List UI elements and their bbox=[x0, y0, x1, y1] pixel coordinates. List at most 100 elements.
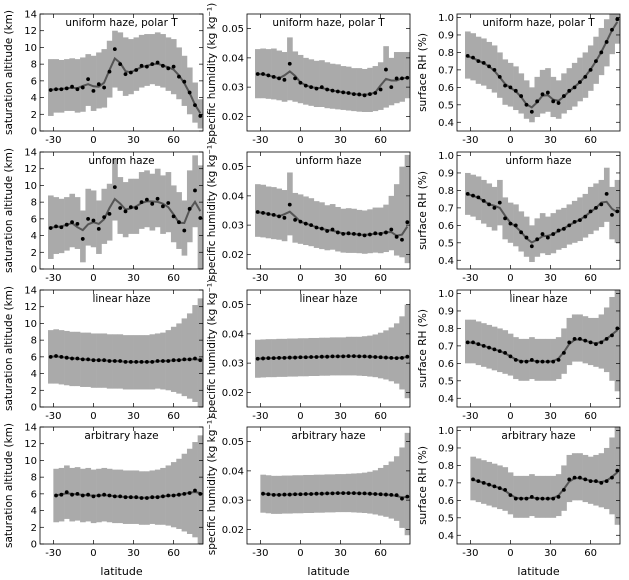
axes-frame bbox=[39, 151, 204, 270]
spread-bar bbox=[603, 447, 610, 510]
y-tick-label: 12 bbox=[24, 26, 37, 37]
y-tick-label: 0.9 bbox=[438, 306, 454, 317]
data-point bbox=[70, 492, 74, 497]
x-tick-label: 0 bbox=[297, 548, 303, 559]
data-point bbox=[277, 492, 281, 497]
data-point bbox=[287, 61, 292, 66]
data-point bbox=[177, 74, 181, 79]
data-point bbox=[492, 205, 497, 210]
data-point bbox=[155, 359, 160, 363]
x-tick-label: 0 bbox=[507, 548, 513, 559]
data-point bbox=[487, 345, 491, 350]
axes-frame bbox=[456, 151, 621, 270]
y-tick-label: 0.04 bbox=[222, 466, 244, 477]
plot-area bbox=[48, 155, 203, 269]
data-point bbox=[346, 491, 351, 496]
spread-bar bbox=[404, 432, 410, 536]
data-point bbox=[171, 493, 176, 498]
spread-bar bbox=[404, 304, 410, 399]
data-point bbox=[171, 358, 176, 363]
data-point bbox=[166, 66, 171, 71]
data-point bbox=[139, 496, 144, 500]
spread-bar bbox=[313, 201, 320, 248]
data-point bbox=[287, 492, 292, 497]
data-point bbox=[513, 223, 518, 228]
spread-bar bbox=[160, 34, 166, 88]
data-point bbox=[128, 70, 133, 75]
data-point bbox=[59, 354, 64, 359]
spread-bar bbox=[69, 58, 76, 111]
y-tick-label: 2 bbox=[31, 110, 37, 121]
spread-bar bbox=[356, 68, 363, 112]
plot-area bbox=[465, 167, 620, 263]
data-point bbox=[503, 487, 507, 492]
data-point bbox=[578, 336, 582, 341]
x-tick-label: 30 bbox=[544, 548, 557, 559]
data-point bbox=[166, 201, 171, 205]
spread-bar bbox=[545, 68, 551, 112]
x-tick-label: 30 bbox=[544, 273, 557, 284]
data-point bbox=[102, 358, 107, 363]
data-point bbox=[86, 357, 90, 362]
spread-bar bbox=[361, 68, 368, 112]
data-point bbox=[572, 336, 577, 341]
data-point bbox=[508, 221, 513, 226]
y-tick-label: 1.0 bbox=[438, 289, 454, 300]
data-point bbox=[604, 40, 609, 44]
data-point bbox=[309, 492, 314, 496]
y-tick-label: 0 bbox=[31, 540, 37, 551]
data-point bbox=[48, 88, 53, 92]
panel-1-1: -30 0 30 60 0 2 4 6 8 10 12 14 uniform haze, polar T… bbox=[3, 10, 204, 146]
data-point bbox=[161, 63, 165, 68]
data-point bbox=[144, 359, 149, 364]
data-point bbox=[112, 185, 117, 190]
y-tick-label: 0 bbox=[31, 127, 37, 138]
panel-3-1: -30 0 30 60 0 2 4 6 8 10 12 14 linear haze saturation… bbox=[3, 286, 204, 422]
trend-line bbox=[55, 490, 201, 499]
data-point bbox=[481, 198, 486, 203]
data-point bbox=[59, 492, 64, 497]
y-tick-label: 10 bbox=[24, 456, 37, 467]
data-point bbox=[96, 82, 101, 87]
spread-bar bbox=[351, 68, 357, 112]
spread-bar bbox=[181, 318, 188, 397]
data-point bbox=[255, 72, 260, 76]
data-point bbox=[75, 356, 80, 361]
x-tick-label: 30 bbox=[334, 411, 347, 422]
data-point bbox=[314, 355, 319, 359]
data-point bbox=[384, 230, 388, 235]
y-tick-label: 0.6 bbox=[438, 221, 454, 232]
data-point bbox=[481, 343, 486, 348]
data-point bbox=[335, 491, 340, 496]
data-point bbox=[182, 491, 187, 496]
data-point bbox=[476, 195, 481, 200]
data-point bbox=[59, 87, 64, 92]
data-point bbox=[529, 109, 534, 114]
data-point bbox=[64, 355, 69, 360]
y-tick-label: 14 bbox=[24, 148, 37, 159]
y-tick-label: 0.7 bbox=[438, 203, 454, 214]
spread-bar bbox=[404, 154, 410, 264]
data-point bbox=[293, 217, 297, 222]
spread-bar bbox=[513, 66, 519, 111]
x-tick-label: 60 bbox=[584, 548, 597, 559]
data-point bbox=[293, 355, 297, 360]
y-tick-label: 8 bbox=[31, 473, 37, 484]
spread-bar bbox=[393, 456, 400, 521]
y-tick-label: 0.4 bbox=[438, 256, 454, 267]
data-point bbox=[503, 83, 507, 88]
data-point bbox=[497, 486, 502, 491]
axes-frame bbox=[39, 289, 204, 408]
data-point bbox=[144, 197, 149, 202]
x-tick-label: -30 bbox=[45, 135, 61, 146]
panel-title: linear haze bbox=[92, 293, 150, 305]
x-tick-label: 30 bbox=[544, 135, 557, 146]
spread-bar bbox=[138, 34, 145, 88]
spread-bar bbox=[614, 290, 620, 392]
spread-bar bbox=[361, 210, 368, 254]
y-tick-label: 2 bbox=[31, 386, 37, 397]
data-point bbox=[583, 74, 588, 79]
data-point bbox=[572, 475, 577, 480]
data-point bbox=[80, 357, 85, 362]
data-point bbox=[96, 493, 101, 498]
